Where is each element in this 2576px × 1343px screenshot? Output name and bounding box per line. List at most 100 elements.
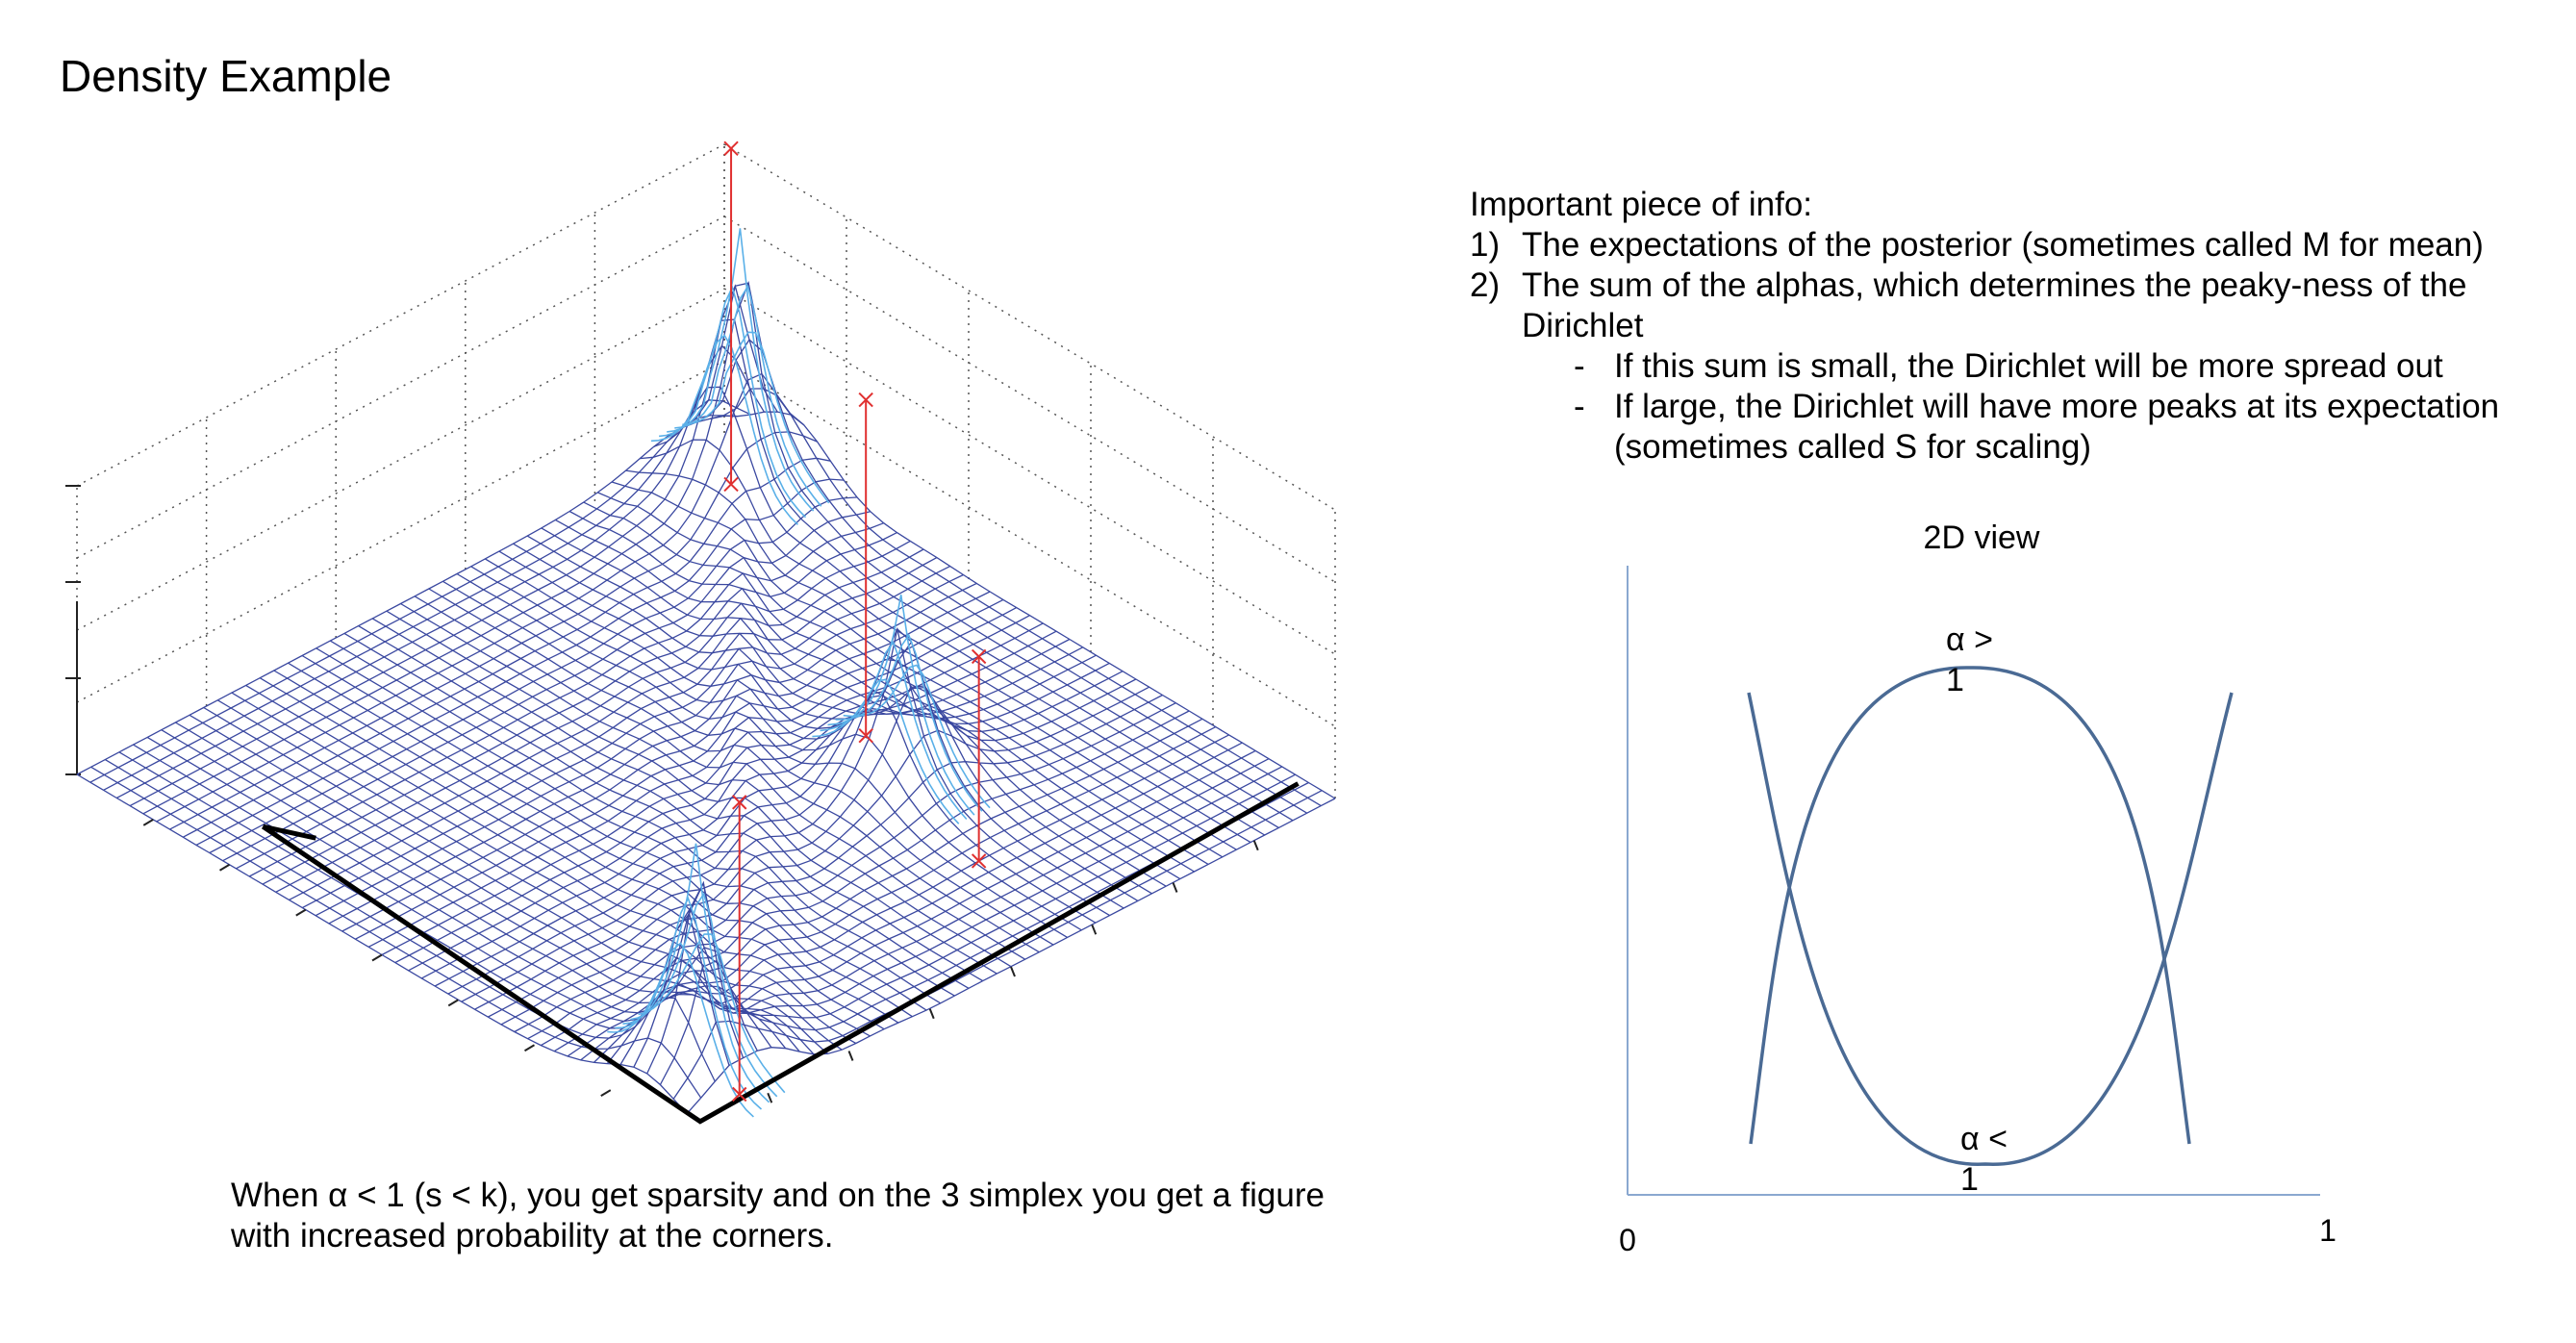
mesh-line: [414, 595, 1026, 960]
peak-marker: [971, 648, 987, 665]
info-subpoint-bullet: -: [1574, 347, 1585, 385]
info-point-2: 2) The sum of the alphas, which determin…: [1470, 266, 2547, 346]
wall-grid-line: [723, 360, 1336, 727]
mesh-line: [203, 706, 815, 1055]
mesh-line: [301, 566, 950, 909]
peak-marker: [723, 476, 739, 493]
mesh-line: [567, 726, 1217, 1057]
caption: When α < 1 (s < k), you get sparsity and…: [231, 1177, 1325, 1254]
mesh-line: [653, 386, 1266, 836]
mesh-line: [514, 694, 1163, 1033]
info-point-1: 1) The expectations of the posterior (so…: [1470, 225, 2547, 266]
mesh-line: [447, 654, 1097, 995]
mesh-line: [526, 535, 1139, 901]
mesh-line: [640, 439, 1251, 844]
peak-ridge: [650, 334, 798, 525]
mesh-line: [498, 550, 1110, 917]
base-tick: [1091, 924, 1098, 935]
peak-marker: [732, 795, 747, 810]
mesh-line: [474, 627, 1124, 1010]
mesh-line: [470, 566, 1082, 931]
base-tick: [523, 1044, 536, 1052]
info-point-number: 1): [1470, 226, 1501, 264]
peak-ridge: [630, 892, 778, 1098]
curve-alpha-greater-than-one: [1749, 666, 2191, 1145]
base-tick: [295, 908, 307, 917]
mesh-line: [442, 580, 1054, 946]
wall-grid-line: [723, 215, 1336, 583]
mesh-line: [76, 773, 688, 1115]
info-heading: Important piece of info:: [1470, 186, 1813, 223]
base-tick: [600, 1089, 612, 1097]
peak-marker: [723, 140, 739, 157]
mesh-line: [580, 734, 1229, 1061]
mesh-line: [668, 318, 1279, 828]
mesh-line: [484, 558, 1097, 924]
mesh-line: [513, 543, 1124, 909]
curve-alpha-less-than-one: [1747, 692, 2234, 1166]
peak-marker: [858, 392, 873, 408]
slide-title: Density Example: [60, 51, 392, 101]
mesh-line: [723, 411, 1336, 799]
base-tick: [1010, 966, 1016, 977]
base-tick: [1252, 840, 1259, 851]
wall-grid-line: [76, 288, 725, 631]
mesh-line: [568, 510, 1181, 880]
wall-grid-line: [76, 143, 725, 487]
view-2d-diagram: 2D view α >1 α <1 0 1: [1619, 519, 2336, 1257]
curve-high-label: α >1: [1946, 621, 1993, 698]
mesh-line: [76, 415, 725, 775]
mesh-line: [686, 798, 1336, 1115]
simplex-edge: [262, 824, 316, 841]
mesh-line: [659, 781, 1309, 1085]
peak-ridge: [674, 284, 822, 507]
info-point-text: The expectations of the posterior (somet…: [1522, 226, 2484, 264]
mesh-line: [487, 678, 1137, 1018]
mesh-line: [710, 388, 1322, 807]
mesh-line: [456, 572, 1068, 938]
peak-ridge: [682, 331, 830, 504]
base-tick: [847, 1051, 854, 1061]
mesh-line: [695, 339, 1308, 814]
peak-marker: [732, 1086, 747, 1102]
mesh-line: [129, 284, 778, 807]
mesh-line: [142, 280, 792, 815]
simplex-edge: [261, 781, 1300, 1125]
mesh-line: [553, 718, 1203, 1052]
mesh-line: [606, 749, 1256, 1065]
mesh-line: [248, 532, 897, 877]
base-tick: [928, 1008, 935, 1020]
mesh-line: [646, 773, 1296, 1075]
x-axis-max-label: 1: [2319, 1213, 2336, 1248]
info-subpoint-bullet: -: [1574, 388, 1585, 425]
x-axis-min-label: 0: [1619, 1223, 1636, 1257]
base-tick: [767, 1092, 773, 1103]
wall-grid-line: [76, 215, 725, 559]
surface-plot: [65, 140, 1336, 1125]
info-subpoint-2: - If large, the Dirichlet will have more…: [1470, 387, 2547, 468]
curve-low-label: α <1: [1960, 1121, 2008, 1198]
mesh-line: [500, 686, 1150, 1026]
mesh-line: [597, 492, 1209, 865]
wall-grid-line: [723, 288, 1336, 655]
mesh-line: [681, 282, 1294, 822]
info-point-number: 2): [1470, 266, 1501, 304]
peak-ridge: [820, 641, 968, 821]
mesh-line: [428, 588, 1040, 953]
peak-ridge: [667, 228, 815, 512]
view-2d-title: 2D view: [1924, 519, 2040, 556]
mesh-line: [672, 790, 1323, 1100]
mesh-line: [394, 622, 1044, 964]
mesh-line: [555, 519, 1167, 887]
peak-ridge: [607, 942, 754, 1118]
mesh-line: [541, 527, 1152, 895]
info-subpoint-1: - If this sum is small, the Dirichlet wi…: [1470, 346, 2547, 387]
info-subpoint-text: If this sum is small, the Dirichlet will…: [1614, 347, 2443, 385]
peak-marker: [858, 727, 873, 744]
mesh-line: [434, 646, 1084, 987]
mesh-line: [633, 766, 1283, 1068]
mesh-line: [236, 522, 884, 870]
info-subpoint-text: If large, the Dirichlet will have more p…: [1614, 388, 2500, 466]
peak-marker: [971, 853, 987, 869]
mesh-line: [541, 710, 1190, 1047]
